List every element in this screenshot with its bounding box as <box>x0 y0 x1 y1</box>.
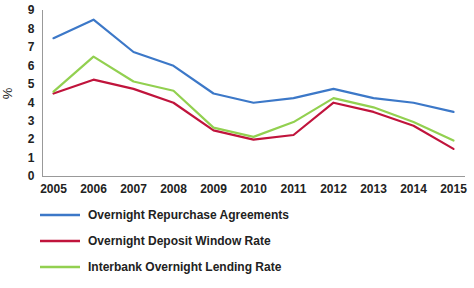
html-text:Interbank Overnight Lending Ra: Interbank Overnight Lending Rate <box>88 260 282 274</box>
svg-text:2007: 2007 <box>120 182 147 196</box>
svg-text:2013: 2013 <box>360 182 387 196</box>
svg-text:6: 6 <box>28 59 35 73</box>
svg-text:4: 4 <box>28 96 35 110</box>
html-text:Overnight Deposit Window Rate: Overnight Deposit Window Rate <box>88 234 271 248</box>
svg-text:2008: 2008 <box>160 182 187 196</box>
svg-text:2014: 2014 <box>400 182 427 196</box>
svg-text:7: 7 <box>28 40 35 54</box>
svg-text:9: 9 <box>28 3 35 17</box>
svg-text:1: 1 <box>28 151 35 165</box>
svg-text:3: 3 <box>28 114 35 128</box>
svg-text:2010: 2010 <box>240 182 267 196</box>
svg-text:5: 5 <box>28 77 35 91</box>
svg-text:0: 0 <box>28 169 35 183</box>
svg-text:2015: 2015 <box>440 182 467 196</box>
svg-text:8: 8 <box>28 22 35 36</box>
svg-text:2: 2 <box>28 132 35 146</box>
svg-text:2009: 2009 <box>200 182 227 196</box>
svg-text:2011: 2011 <box>280 182 306 196</box>
svg-text:2005: 2005 <box>40 182 67 196</box>
html-text:Overnight Repurchase Agreement: Overnight Repurchase Agreements <box>88 208 289 222</box>
svg-text:2012: 2012 <box>320 182 347 196</box>
svg-text:2006: 2006 <box>80 182 107 196</box>
